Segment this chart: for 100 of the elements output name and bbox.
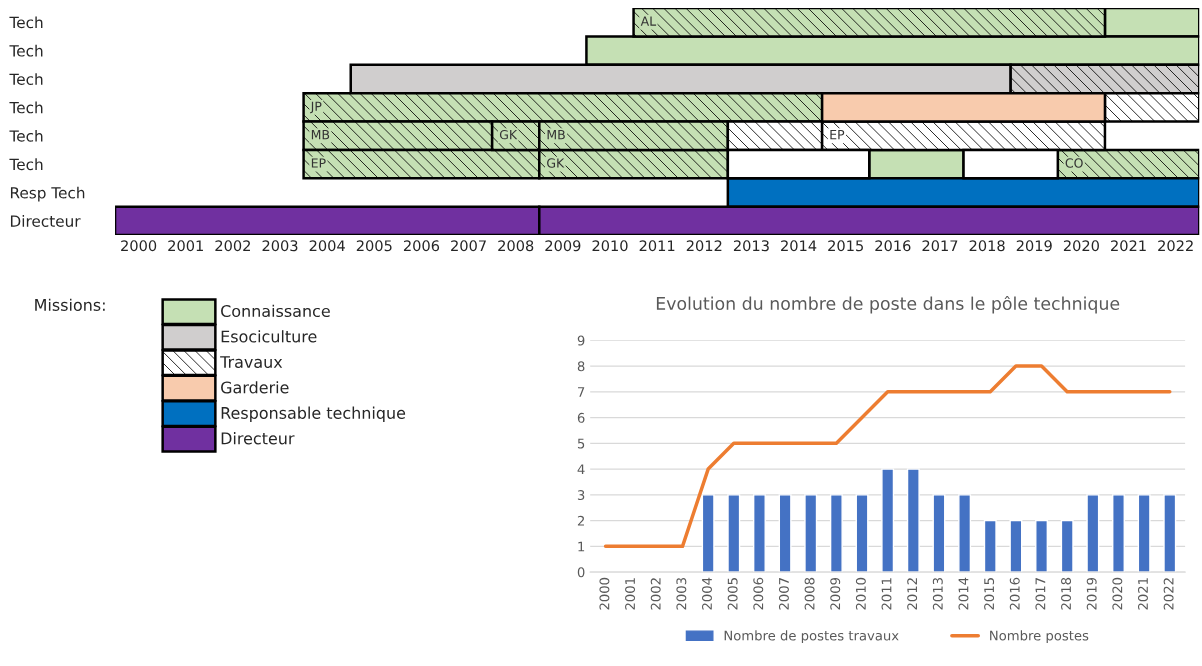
y-tick-label: Tech <box>9 16 43 29</box>
legend-label: Esociculture <box>221 330 317 343</box>
x-tick-label: 2000 <box>121 240 157 252</box>
x-tick-label: 2014 <box>958 577 969 610</box>
y-tick-label: 1 <box>578 541 585 552</box>
data-label: EP <box>311 158 326 168</box>
x-tick-label: 2009 <box>545 240 581 252</box>
x-tick-label: 2011 <box>881 578 892 610</box>
bar <box>1009 519 1023 573</box>
x-tick-label: 2019 <box>1016 240 1052 252</box>
x-tick-label: 2008 <box>804 577 815 610</box>
bar <box>855 494 869 573</box>
bar <box>1137 494 1151 573</box>
x-tick-label: 2015 <box>984 578 995 610</box>
x-tick-label: 2015 <box>828 240 863 252</box>
legend-label: Nombre de postes travaux <box>724 630 899 644</box>
x-tick-label: 2008 <box>498 240 534 252</box>
bar <box>1112 494 1125 573</box>
x-tick-label: 2010 <box>592 240 628 252</box>
legend-label: Nombre postes <box>990 630 1089 644</box>
bar <box>778 494 792 573</box>
x-tick-label: 2014 <box>781 240 817 252</box>
data-label: AL <box>640 16 657 26</box>
x-tick-label: 2005 <box>727 578 738 610</box>
x-tick-label: 2002 <box>215 240 250 252</box>
bar <box>1035 519 1049 573</box>
y-tick-label: 6 <box>577 412 585 423</box>
x-tick-label: 2012 <box>686 240 722 252</box>
x-tick-label: 2004 <box>702 577 712 610</box>
y-tick-label: Tech <box>9 129 43 142</box>
data-label: JP <box>310 101 322 114</box>
x-tick-label: 2003 <box>262 240 298 252</box>
data-label: GK <box>499 129 518 140</box>
bar <box>881 468 895 573</box>
y-tick-label: Resp Tech <box>10 186 85 202</box>
x-tick-label: 2016 <box>875 240 911 252</box>
x-tick-label: 2006 <box>753 577 764 610</box>
x-tick-label: 2009 <box>830 577 841 610</box>
bar <box>701 494 715 573</box>
data-label: GK <box>547 158 565 168</box>
x-tick-label: 2017 <box>1035 578 1046 610</box>
x-tick-label: 2010 <box>855 577 866 610</box>
data-label: CO <box>1065 158 1083 168</box>
y-tick-label: 5 <box>577 438 585 449</box>
legend-label: Directeur <box>221 432 295 445</box>
bar <box>1163 494 1177 573</box>
y-tick-label: 3 <box>577 490 585 501</box>
y-tick-label: 8 <box>577 361 585 372</box>
bar <box>727 494 741 573</box>
y-tick-label: 2 <box>577 515 584 526</box>
x-tick-label: 2020 <box>1063 240 1099 252</box>
y-tick-label: Tech <box>9 101 43 114</box>
x-tick-label: 2007 <box>778 578 789 610</box>
x-tick-label: 2011 <box>639 240 675 252</box>
x-tick-label: 2013 <box>932 578 943 610</box>
data-label: MB <box>311 130 330 140</box>
x-tick-label: 2016 <box>1009 577 1020 610</box>
x-tick-label: 2003 <box>676 578 687 610</box>
bar <box>906 468 920 573</box>
x-tick-label: 2021 <box>1111 240 1146 252</box>
y-tick-label: 9 <box>577 335 585 346</box>
bar <box>1060 519 1074 573</box>
x-tick-label: 2020 <box>1112 577 1123 610</box>
x-tick-label: 2004 <box>309 240 345 252</box>
x-tick-label: 2001 <box>168 240 203 252</box>
y-tick-label: Tech <box>9 44 43 57</box>
legend-label: Garderie <box>221 381 289 394</box>
x-tick-label: 2022 <box>1158 240 1193 252</box>
x-tick-label: 2018 <box>1061 577 1072 610</box>
x-tick-label: 2022 <box>1163 578 1174 610</box>
bar <box>932 494 946 573</box>
line-series <box>603 364 1172 549</box>
x-tick-label: 2018 <box>969 240 1005 252</box>
bar <box>958 494 972 573</box>
y-tick-label: Tech <box>9 73 43 85</box>
x-tick-label: 2019 <box>1086 577 1097 610</box>
x-tick-label: 2000 <box>599 577 610 610</box>
bar <box>752 494 766 573</box>
legend-title: Missions: <box>35 298 105 311</box>
bar <box>983 519 997 573</box>
y-tick-label: Directeur <box>10 215 81 227</box>
bar <box>1086 494 1100 573</box>
data-label: EP <box>830 130 845 140</box>
legend-label: Connaissance <box>221 304 330 318</box>
x-tick-label: 2017 <box>922 240 958 252</box>
x-tick-label: 2021 <box>1137 578 1148 610</box>
x-tick-label: 2005 <box>356 240 392 252</box>
y-tick-label: Tech <box>9 158 43 171</box>
x-tick-label: 2001 <box>625 578 636 610</box>
y-tick-label: 0 <box>577 567 585 578</box>
x-tick-label: 2013 <box>733 240 769 252</box>
x-tick-label: 2006 <box>403 240 440 252</box>
chart-title: Evolution du nombre de poste dans le pôle technique <box>656 295 1120 314</box>
legend-label: Travaux <box>220 356 283 369</box>
y-tick-label: 7 <box>578 387 585 397</box>
x-tick-label: 2002 <box>650 578 661 610</box>
y-tick-label: 4 <box>577 464 585 475</box>
x-tick-label: 2012 <box>907 578 918 610</box>
x-tick-label: 2007 <box>451 240 486 252</box>
legend-label: Responsable technique <box>221 406 406 423</box>
